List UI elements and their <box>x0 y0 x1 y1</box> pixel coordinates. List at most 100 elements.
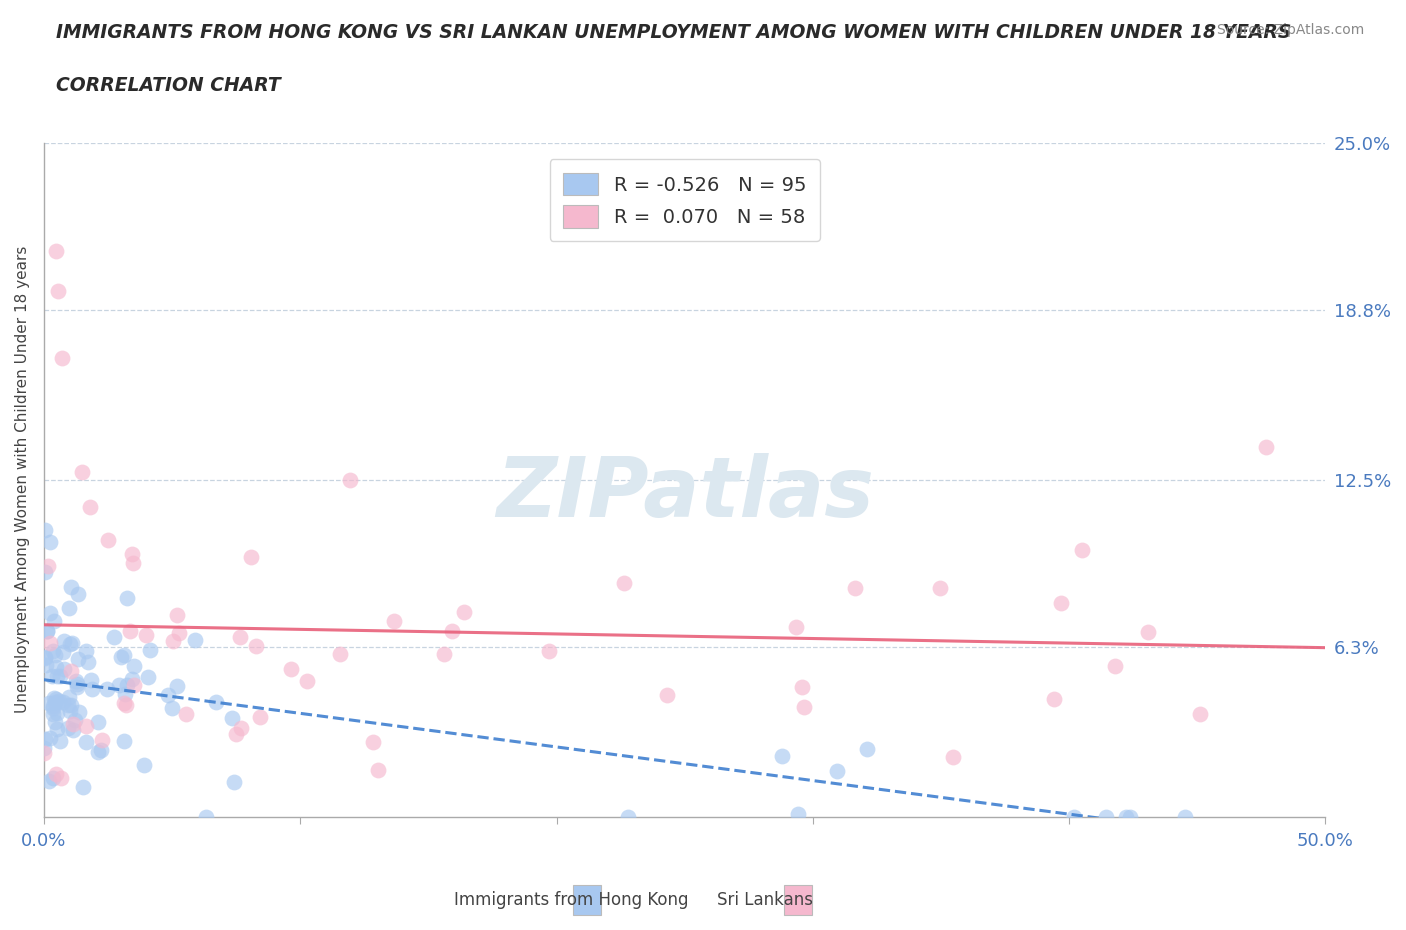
Point <box>121 671 143 686</box>
Point <box>34 740 56 755</box>
Point <box>45 692 67 707</box>
Point <box>1104 658 1126 673</box>
Point <box>56 698 79 712</box>
Point <box>41 669 63 684</box>
Point <box>51 351 73 365</box>
Point <box>46 669 69 684</box>
Point <box>1071 542 1094 557</box>
Point <box>42 698 65 713</box>
Point <box>72 779 94 794</box>
Bar <box>785 885 813 915</box>
Point <box>41 700 63 715</box>
Point <box>62 723 84 737</box>
Point <box>49 771 72 786</box>
Point <box>135 627 157 642</box>
Point <box>167 626 190 641</box>
Point <box>785 619 807 634</box>
Point <box>825 764 848 778</box>
Point <box>58 601 80 616</box>
Point <box>194 809 217 824</box>
Point <box>249 710 271 724</box>
Point <box>58 720 80 735</box>
Text: ZIPatlas: ZIPatlas <box>496 453 873 534</box>
Point <box>112 734 135 749</box>
Point <box>114 686 136 701</box>
Point <box>122 658 145 673</box>
Point <box>433 646 456 661</box>
Point <box>136 670 159 684</box>
Point <box>166 678 188 693</box>
Point <box>440 624 463 639</box>
Point <box>42 614 65 629</box>
Point <box>240 549 263 564</box>
Point <box>44 690 66 705</box>
Point <box>75 644 97 658</box>
Point <box>162 633 184 648</box>
Point <box>231 721 253 736</box>
Point <box>280 661 302 676</box>
Point <box>34 731 56 746</box>
Point <box>453 604 475 619</box>
Point <box>205 695 228 710</box>
Point <box>134 758 156 773</box>
Point <box>59 698 82 712</box>
Point <box>49 668 72 683</box>
Point <box>58 689 80 704</box>
Point <box>229 630 252 644</box>
Point <box>1043 691 1066 706</box>
Point <box>655 688 678 703</box>
Point <box>786 806 808 821</box>
Point <box>221 711 243 725</box>
Point <box>45 244 67 259</box>
Point <box>382 614 405 629</box>
Point <box>70 464 93 479</box>
Point <box>166 607 188 622</box>
Point <box>1254 440 1277 455</box>
Point <box>41 644 63 658</box>
Point <box>97 533 120 548</box>
Point <box>38 731 60 746</box>
Point <box>45 659 67 674</box>
Point <box>60 663 83 678</box>
Point <box>118 624 141 639</box>
Point <box>1136 625 1159 640</box>
Point <box>115 698 138 712</box>
Point <box>856 742 879 757</box>
Text: CORRELATION CHART: CORRELATION CHART <box>56 76 281 95</box>
Point <box>53 661 76 676</box>
Point <box>942 750 965 764</box>
Point <box>34 650 56 665</box>
Point <box>844 580 866 595</box>
Point <box>770 749 793 764</box>
Text: Source: ZipAtlas.com: Source: ZipAtlas.com <box>1216 23 1364 37</box>
Point <box>90 742 112 757</box>
Point <box>80 682 103 697</box>
Point <box>44 648 66 663</box>
Point <box>46 722 69 737</box>
Point <box>34 565 56 579</box>
Point <box>44 695 66 710</box>
Point <box>75 718 97 733</box>
Point <box>52 644 75 659</box>
Point <box>41 707 63 722</box>
Point <box>929 581 952 596</box>
Point <box>156 688 179 703</box>
Point <box>38 605 60 620</box>
Point <box>77 655 100 670</box>
Point <box>48 694 70 709</box>
Point <box>52 695 75 710</box>
Point <box>62 717 84 732</box>
Point <box>79 499 101 514</box>
Point <box>87 745 110 760</box>
Point <box>1188 706 1211 721</box>
Point <box>46 705 69 720</box>
Point <box>67 652 90 667</box>
Point <box>38 774 60 789</box>
Point <box>49 734 72 749</box>
Point <box>44 714 66 729</box>
Point <box>361 735 384 750</box>
Point <box>793 699 815 714</box>
Point <box>613 576 636 591</box>
Point <box>790 680 813 695</box>
Point <box>245 638 267 653</box>
